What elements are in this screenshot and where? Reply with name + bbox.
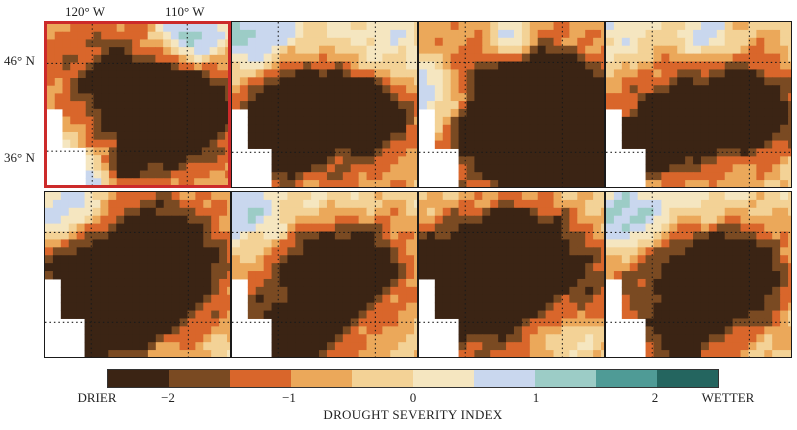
map-panel-2[interactable] xyxy=(231,21,418,188)
colorbar-segment-9 xyxy=(596,370,657,387)
colorbar-segment-3 xyxy=(230,370,291,387)
colorbar-segment-5 xyxy=(352,370,413,387)
colorbar-tick-0: 0 xyxy=(409,390,417,405)
map-panel-4[interactable] xyxy=(605,21,792,188)
colorbar-segment-7 xyxy=(474,370,535,387)
colorbar-label-drier: DRIER xyxy=(77,390,117,405)
colorbar-tick-2: 2 xyxy=(651,390,659,405)
latitude-label-46n: 46° N xyxy=(4,53,35,68)
longitude-label-120w: 120° W xyxy=(65,4,105,19)
drought-field-map xyxy=(232,192,417,357)
map-panel-1[interactable] xyxy=(44,21,231,188)
map-panel-6[interactable] xyxy=(231,191,418,358)
longitude-label-110w: 110° W xyxy=(165,4,205,19)
colorbar-segment-6 xyxy=(413,370,474,387)
map-panel-3[interactable] xyxy=(418,21,605,188)
colorbar-segment-2 xyxy=(169,370,230,387)
colorbar-tick-minus2: −2 xyxy=(161,390,175,405)
drought-field-map xyxy=(419,22,604,187)
drought-field-map xyxy=(232,22,417,187)
colorbar-segment-8 xyxy=(535,370,596,387)
drought-field-map xyxy=(45,192,230,357)
colorbar-label-wetter: WETTER xyxy=(701,390,755,405)
colorbar-segment-1 xyxy=(108,370,169,387)
drought-field-map xyxy=(606,192,791,357)
drought-field-map xyxy=(606,22,791,187)
map-panel-5[interactable] xyxy=(44,191,231,358)
colorbar-segment-4 xyxy=(291,370,352,387)
map-panel-8[interactable] xyxy=(605,191,792,358)
colorbar-tick-1: 1 xyxy=(532,390,540,405)
drought-field-map xyxy=(419,192,604,357)
colorbar-tick-minus1: −1 xyxy=(282,390,296,405)
drought-colorbar xyxy=(107,369,719,388)
map-panel-7[interactable] xyxy=(418,191,605,358)
colorbar-title: DROUGHT SEVERITY INDEX xyxy=(323,407,503,422)
latitude-label-36n: 36° N xyxy=(4,150,35,165)
drought-field-map xyxy=(47,24,228,185)
colorbar-segment-10 xyxy=(657,370,718,387)
